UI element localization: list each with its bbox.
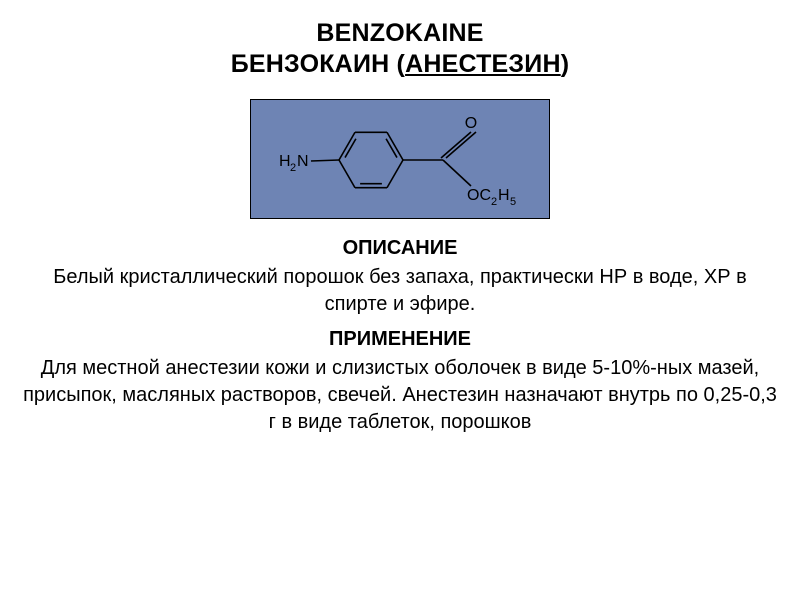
svg-text:2: 2 — [491, 196, 497, 208]
description-text: Белый кристаллический порошок без запаха… — [0, 264, 800, 318]
chemical-structure: H2NOOC2H5 — [250, 99, 550, 219]
title-block: BENZOKAINE БЕНЗОКАИН (АНЕСТЕЗИН) — [0, 18, 800, 81]
svg-text:O: O — [465, 115, 477, 132]
application-heading: ПРИМЕНЕНИЕ — [0, 328, 800, 351]
paren-open: ( — [397, 50, 406, 78]
svg-text:H: H — [279, 153, 291, 170]
title-line1: BENZOKAINE — [0, 18, 800, 49]
paren-close: ) — [561, 50, 570, 78]
svg-text:N: N — [297, 153, 309, 170]
title-alt-name: АНЕСТЕЗИН — [405, 50, 561, 78]
application-text: Для местной анестезии кожи и слизистых о… — [0, 355, 800, 436]
svg-text:5: 5 — [510, 196, 516, 208]
title-line2: БЕНЗОКАИН (АНЕСТЕЗИН) — [0, 49, 800, 80]
chemical-structure-svg: H2NOOC2H5 — [251, 100, 550, 218]
description-heading: ОПИСАНИЕ — [0, 237, 800, 260]
title-name-ru: БЕНЗОКАИН — [231, 50, 390, 78]
svg-text:H: H — [498, 187, 510, 204]
svg-text:2: 2 — [290, 162, 296, 174]
slide: BENZOKAINE БЕНЗОКАИН (АНЕСТЕЗИН) H2NOOC2… — [0, 0, 800, 600]
svg-text:OC: OC — [467, 187, 491, 204]
